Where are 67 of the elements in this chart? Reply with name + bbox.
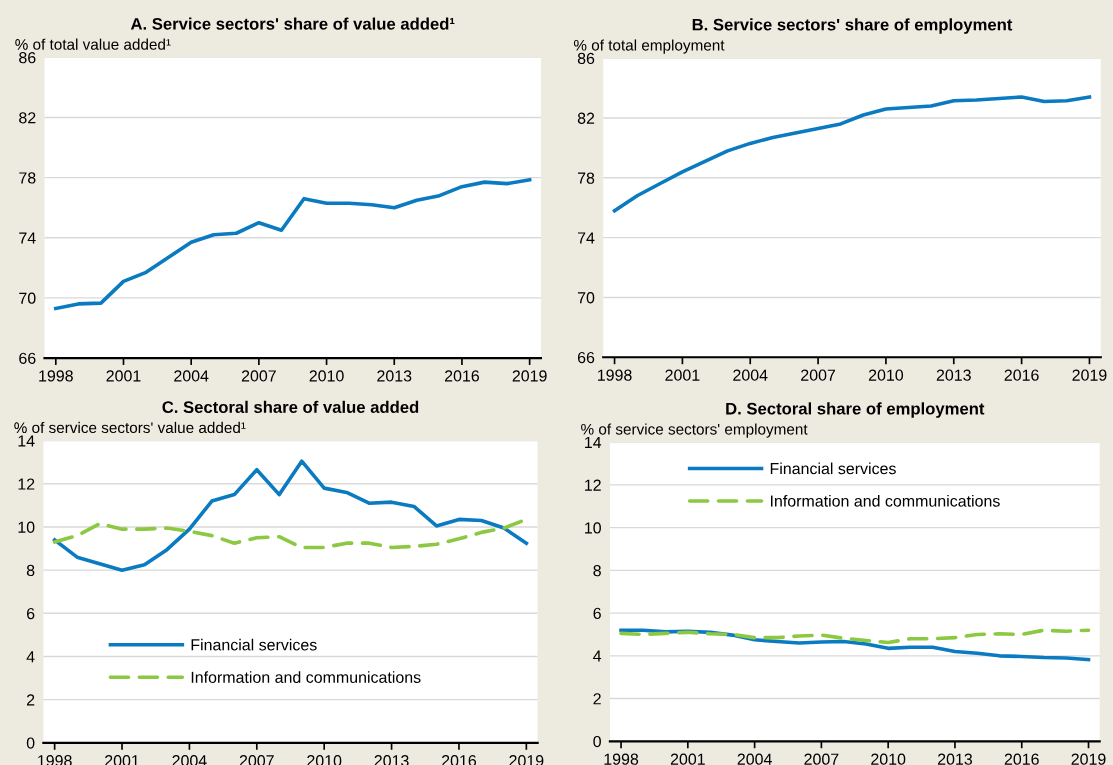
legend-label: Information and communications xyxy=(770,494,1000,507)
x-tick-label: 2001 xyxy=(106,370,141,382)
x-tick-label: 2010 xyxy=(309,370,344,382)
x-tick-label: 2004 xyxy=(733,369,768,381)
y-tick-label: 74 xyxy=(577,232,595,244)
y-axis-title: % of service sectors' value added¹ xyxy=(14,421,246,434)
y-axis-title: % of total value added¹ xyxy=(15,38,171,50)
y-tick-label: 8 xyxy=(26,564,35,577)
y-tick-label: 82 xyxy=(577,112,595,124)
y-tick-label: 82 xyxy=(19,112,36,124)
x-tick-label: 2007 xyxy=(801,369,836,381)
y-tick-label: 70 xyxy=(19,292,36,304)
x-tick-label: 2016 xyxy=(444,370,480,382)
chart-title: B. Service sectors' share of employment xyxy=(692,18,1013,34)
y-tick-label: 2 xyxy=(27,694,35,706)
x-tick-label: 2019 xyxy=(512,370,547,382)
y-tick-label: 86 xyxy=(19,52,36,64)
y-tick-label: 6 xyxy=(27,607,35,620)
y-tick-label: 4 xyxy=(26,651,35,663)
y-tick-label: 8 xyxy=(593,565,601,577)
legend-label: Financial services xyxy=(770,462,896,475)
x-tick-label: 2010 xyxy=(868,369,904,381)
y-tick-label: 86 xyxy=(577,52,595,65)
y-tick-label: 66 xyxy=(577,351,595,364)
x-tick-label: 1998 xyxy=(39,370,73,382)
legend-label: Financial services xyxy=(191,638,317,651)
x-tick-label: 2019 xyxy=(1072,369,1107,381)
x-tick-label: 2019 xyxy=(1071,753,1106,765)
y-tick-label: 12 xyxy=(18,478,35,490)
y-tick-label: 66 xyxy=(19,352,36,364)
line-series xyxy=(52,459,529,572)
y-tick-label: 78 xyxy=(19,172,36,184)
y-tick-label: 4 xyxy=(593,650,602,662)
line-series xyxy=(53,178,532,311)
line-series xyxy=(612,95,1092,213)
legend-label: Information and communications xyxy=(191,671,421,683)
x-tick-label: 2013 xyxy=(936,369,971,381)
y-tick-label: 14 xyxy=(18,435,35,447)
y-tick-label: 78 xyxy=(577,172,595,184)
y-tick-label: 14 xyxy=(585,436,602,448)
y-tick-label: 0 xyxy=(26,737,35,749)
x-tick-label: 2016 xyxy=(1004,753,1039,765)
chart-title: D. Sectoral share of employment xyxy=(726,402,985,418)
x-tick-label: 2007 xyxy=(804,753,839,765)
y-tick-label: 70 xyxy=(577,292,595,304)
y-tick-label: 2 xyxy=(593,693,601,705)
y-axis-title: % of service sectors' employment xyxy=(581,423,808,438)
x-tick-label: 2001 xyxy=(665,369,700,381)
x-tick-label: 2013 xyxy=(937,753,973,765)
x-tick-label: 2001 xyxy=(670,753,705,765)
x-tick-label: 1998 xyxy=(598,369,632,381)
x-tick-label: 2004 xyxy=(174,370,209,382)
x-tick-label: 2010 xyxy=(871,753,906,765)
y-tick-label: 10 xyxy=(18,521,35,533)
y-tick-label: 6 xyxy=(593,607,601,620)
chart-title: C. Sectoral share of value added xyxy=(162,400,419,414)
x-tick-label: 2007 xyxy=(241,370,276,382)
y-tick-label: 10 xyxy=(585,522,601,534)
x-tick-label: 2016 xyxy=(1004,369,1039,381)
y-tick-label: 74 xyxy=(19,232,36,244)
y-tick-label: 0 xyxy=(593,735,601,748)
x-tick-label: 2013 xyxy=(377,370,412,382)
chart-title: A. Service sectors' share of value added¹ xyxy=(130,17,455,30)
y-tick-label: 12 xyxy=(585,479,601,491)
x-tick-label: 2004 xyxy=(737,753,772,765)
line-series xyxy=(619,628,1091,645)
x-tick-label: 1998 xyxy=(604,753,639,765)
